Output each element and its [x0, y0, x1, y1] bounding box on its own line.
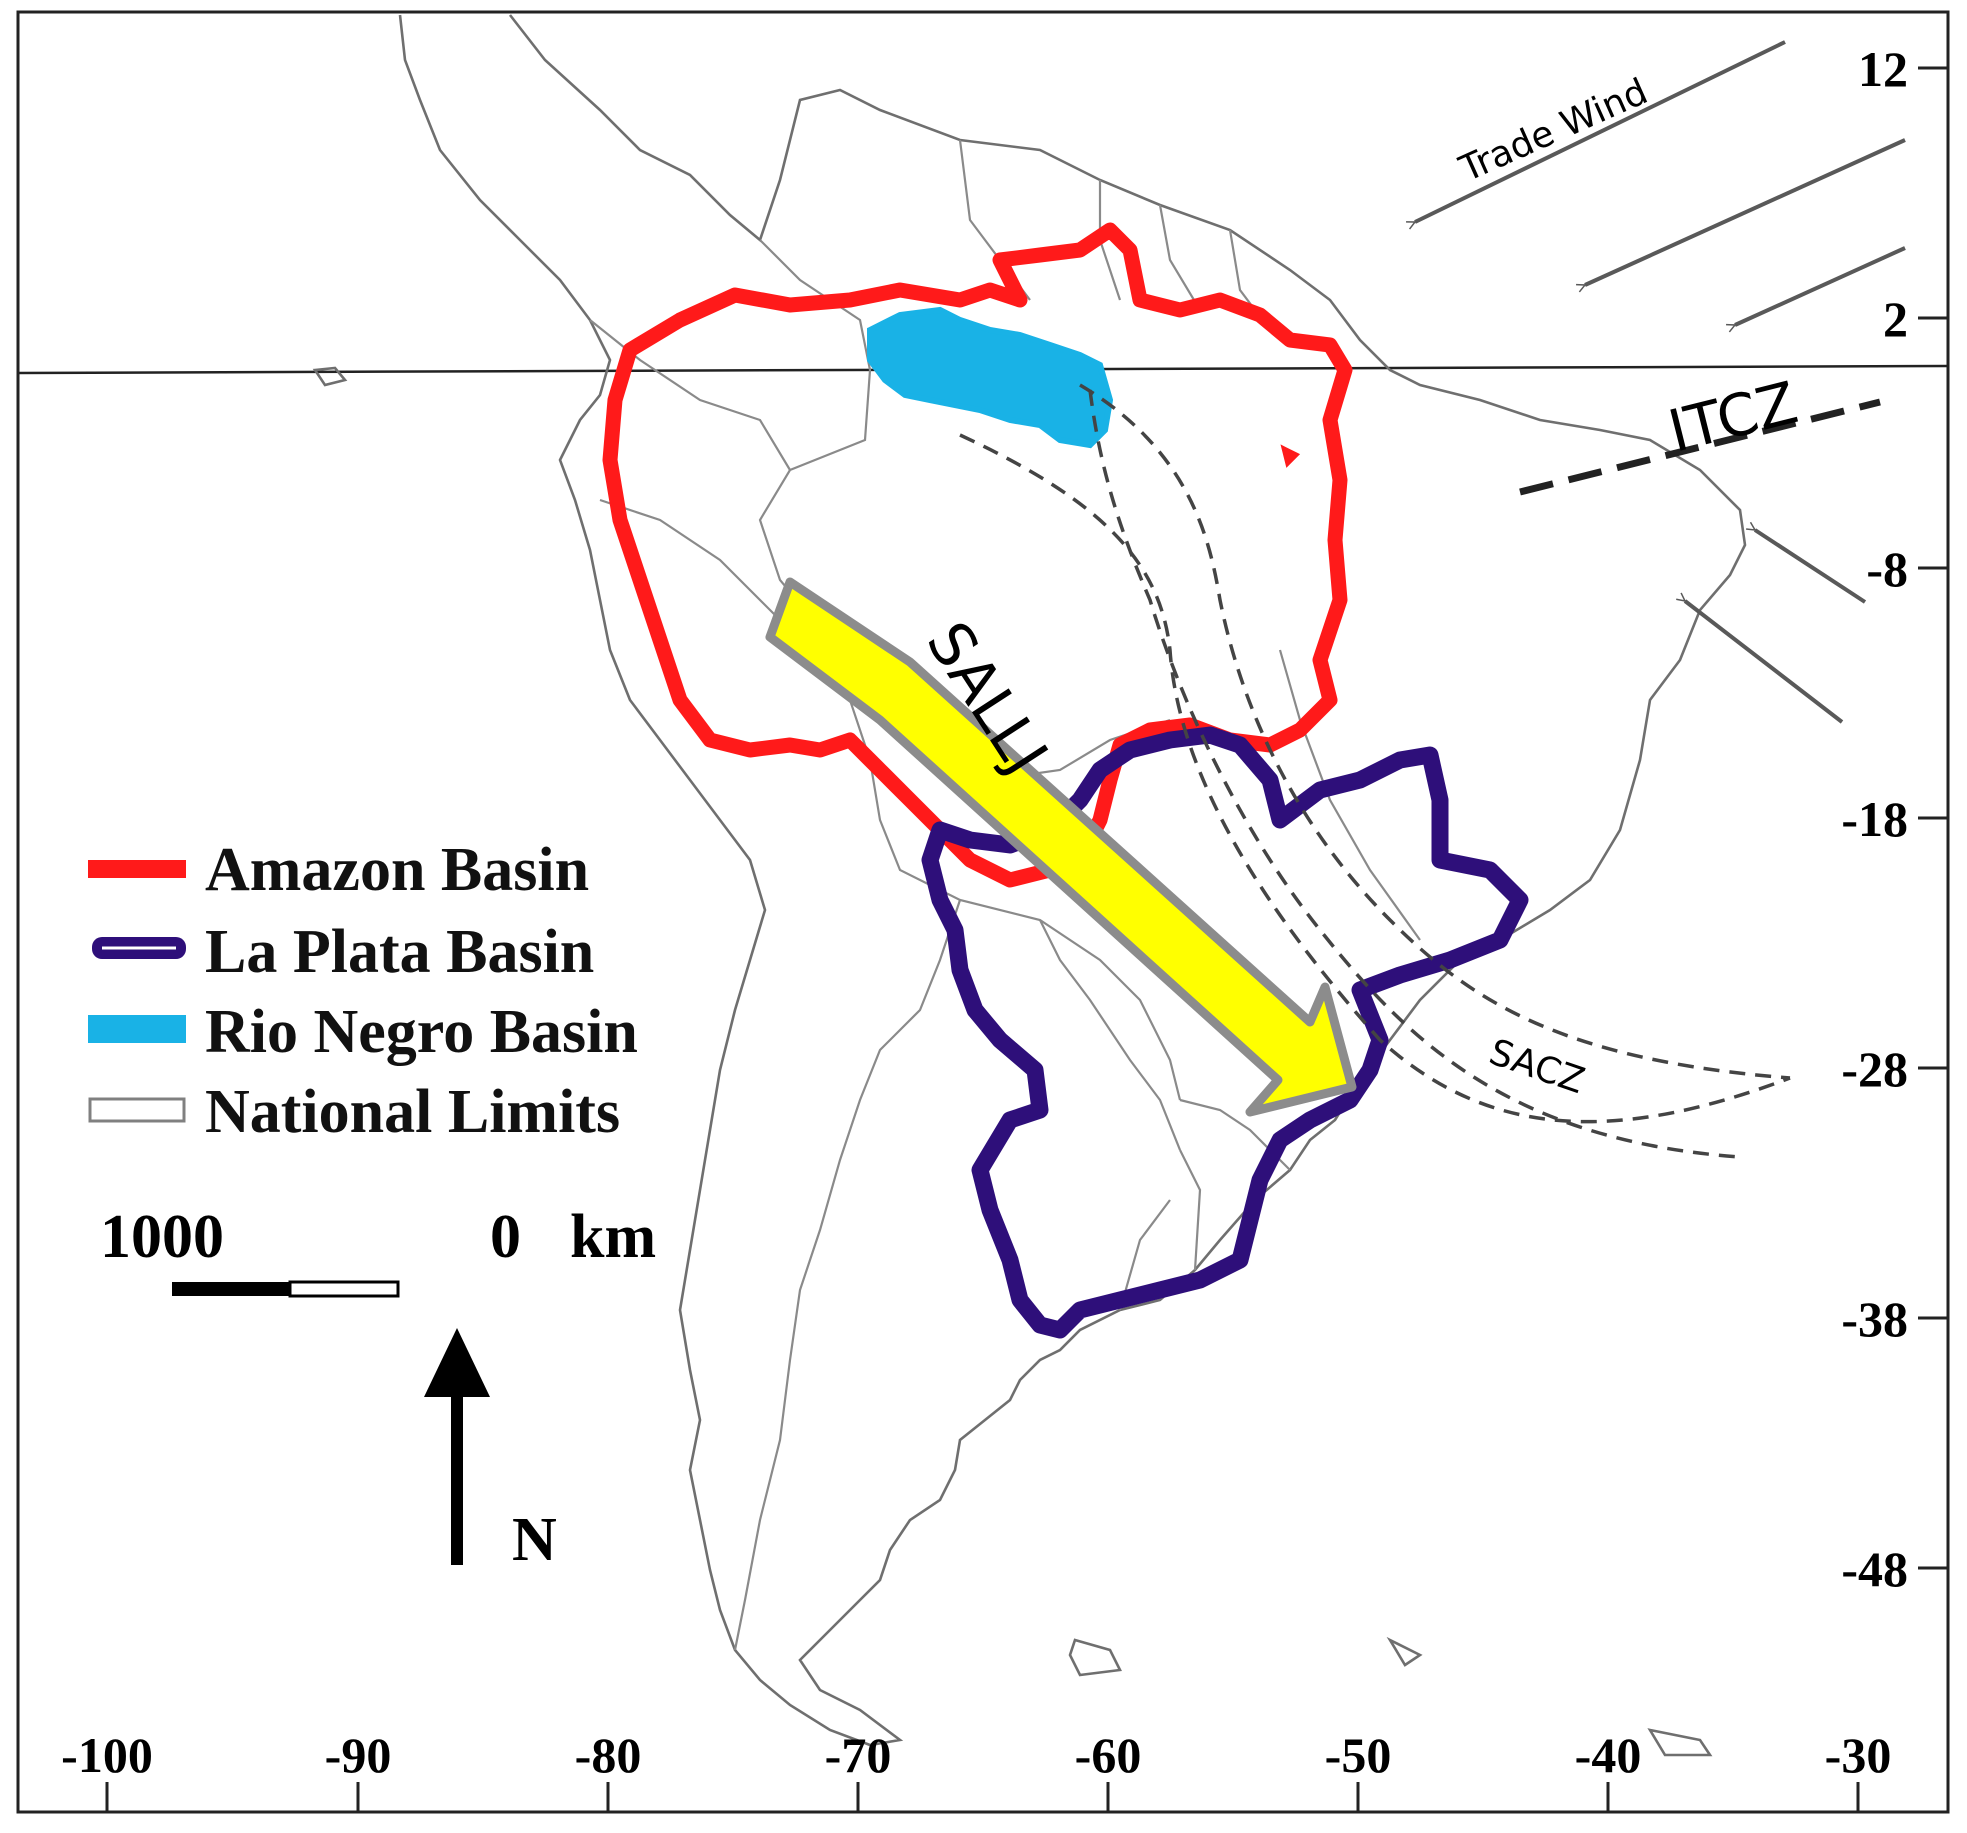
legend-label-rio-negro: Rio Negro Basin: [205, 998, 638, 1066]
national-limits: [589, 139, 1421, 1651]
x-tick-label: -50: [1325, 1727, 1392, 1783]
legend-swatch-amazon: [88, 860, 186, 878]
itcz-line: [1519, 398, 1881, 496]
legend-item-rio-negro: Rio Negro Basin: [88, 998, 638, 1066]
x-tick-label: -30: [1825, 1727, 1892, 1783]
legend-label-la-plata: La Plata Basin: [205, 918, 594, 986]
scale-bar: 1000 0 km: [100, 1203, 656, 1298]
itcz-label: ITCZ: [1662, 368, 1804, 465]
trade-wind-arrows: [1415, 40, 1906, 724]
scale-left-label: 1000: [100, 1203, 224, 1271]
x-tick-label: -100: [61, 1727, 153, 1783]
y-tick-label: -48: [1841, 1541, 1908, 1597]
y-tick-label: -38: [1841, 1291, 1908, 1347]
x-tick-label: -70: [825, 1727, 892, 1783]
legend-label-national-limits: National Limits: [205, 1078, 620, 1146]
y-tick-label: -8: [1866, 541, 1908, 597]
amazon-basin-fragment: [1280, 444, 1301, 468]
legend-item-national-limits: National Limits: [88, 1078, 620, 1146]
y-tick-label: 12: [1858, 41, 1908, 97]
legend-item-amazon: Amazon Basin: [88, 836, 589, 904]
y-tick-label: -18: [1841, 791, 1908, 847]
sacz-dashed-lines: [959, 383, 1791, 1159]
x-tick-label: -60: [1075, 1727, 1142, 1783]
la-plata-basin-boundary: [921, 726, 1529, 1339]
scale-unit-label: km: [570, 1203, 656, 1271]
y-axis: 12 2 -8 -18 -28 -38 -48: [1841, 41, 1948, 1597]
legend-swatch-national-limits: [88, 1097, 186, 1123]
x-tick-label: -40: [1575, 1727, 1642, 1783]
x-tick-label: -90: [325, 1727, 392, 1783]
scale-bar-white-segment: [288, 1280, 400, 1298]
map-frame: [16, 10, 1950, 1814]
trade-wind-label: Trade Wind: [1453, 71, 1654, 190]
legend-item-la-plata: La Plata Basin: [92, 918, 594, 986]
north-arrow-icon: [424, 1328, 490, 1397]
legend-swatch-rio-negro: [88, 1015, 186, 1043]
scale-right-label: 0: [490, 1203, 521, 1271]
x-axis: -100 -90 -80 -70 -60 -50 -40 -30: [61, 1727, 1891, 1812]
amazon-basin-boundary: [602, 222, 1353, 888]
scale-bar-black-segment: [172, 1282, 290, 1296]
y-tick-label: 2: [1883, 291, 1908, 347]
legend: Amazon Basin La Plata Basin Rio Negro Ba…: [88, 836, 638, 1146]
y-tick-label: -28: [1841, 1041, 1908, 1097]
coastline: [312, 14, 1747, 1757]
sallj-arrow: [765, 577, 1357, 1117]
north-label: N: [512, 1506, 557, 1574]
x-tick-label: -80: [575, 1727, 642, 1783]
legend-label-amazon: Amazon Basin: [205, 836, 589, 904]
rio-negro-basin: [867, 306, 1114, 449]
north-arrow: N: [424, 1328, 557, 1574]
